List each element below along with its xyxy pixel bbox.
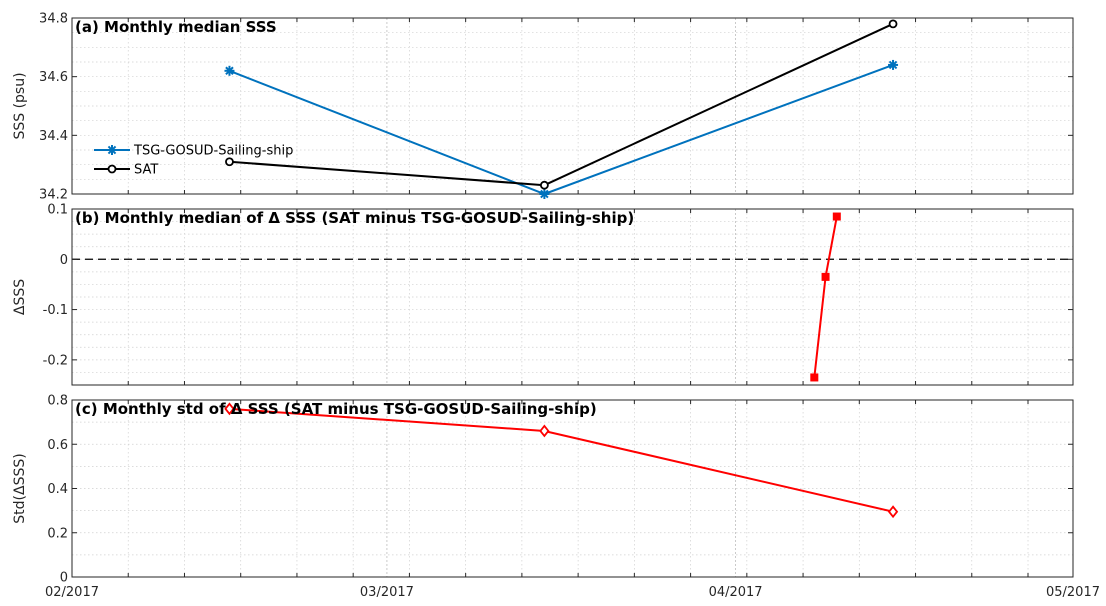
x-tick-label: 02/2017: [45, 585, 99, 600]
axes-frame: [71, 208, 1074, 386]
series-diff-c: [224, 402, 899, 519]
panel-a: 34.2 34.4 34.6 34.8 SSS (psu) (a) Monthly med…: [12, 12, 1074, 203]
y-tick-label: 0.2: [47, 526, 68, 541]
marker-stroke: [107, 145, 117, 155]
x-tick-label: 04/2017: [709, 585, 763, 600]
panel-title: (b) Monthly median of Δ SSS (SAT minus T…: [75, 209, 634, 227]
y-tick-label: 0.8: [47, 394, 68, 409]
data-point: [539, 189, 550, 199]
marker-stroke: [225, 66, 234, 76]
grid: [71, 400, 1074, 577]
data-point: [107, 145, 117, 155]
panel-title: (a) Monthly median SSS: [75, 18, 277, 36]
legend-label: SAT: [134, 163, 158, 178]
y-tick-label: 34.2: [39, 188, 68, 203]
y-tick-label: 34.6: [39, 70, 68, 85]
marker-stroke: [888, 60, 898, 70]
y-tick-label: 0.6: [47, 438, 68, 453]
series-sat: [225, 19, 898, 190]
series-tsg-gosud-sailing-ship: [224, 59, 899, 199]
data-point: [225, 157, 234, 167]
series-diff-b: [810, 212, 841, 382]
y-tick-label: -0.2: [43, 353, 68, 368]
y-tick-label: 0: [60, 253, 68, 268]
axes-frame: [71, 17, 1074, 195]
y-axis-label: SSS (psu): [12, 72, 28, 139]
data-point: [810, 373, 819, 382]
data-point: [224, 65, 235, 76]
data-point: [539, 424, 550, 438]
y-tick-label: 0.1: [47, 203, 68, 218]
panel-b: -0.2 -0.1 0 0.1 ΔSSS (b) Monthly median of Δ …: [12, 203, 1074, 386]
legend-label: TSG-GOSUD-Sailing-ship: [133, 144, 293, 159]
marker-stroke: [540, 189, 549, 199]
y-axis-label: ΔSSS: [12, 279, 28, 315]
y-axis-label: Std(ΔSSS): [12, 453, 28, 523]
grid: [71, 18, 1074, 194]
data-point: [832, 212, 841, 221]
data-point: [539, 180, 549, 190]
data-point: [887, 505, 899, 519]
x-tick-label: 05/2017: [1046, 585, 1100, 600]
y-tick-label: 34.4: [39, 129, 68, 144]
data-point: [107, 164, 117, 174]
data-point: [888, 59, 899, 70]
panel-c: 0 0.2 0.4 0.6 0.8 02/2017 03/2017 04/2017 05/201…: [12, 394, 1100, 601]
y-tick-label: 0.4: [47, 482, 68, 497]
y-tick-label: 0: [60, 571, 68, 586]
legend: TSG-GOSUD-Sailing-ship SAT: [94, 144, 293, 178]
panel-title: (c) Monthly std of Δ SSS (SAT minus TSG-…: [75, 400, 597, 418]
data-point: [821, 272, 830, 281]
y-tick-label: -0.1: [43, 303, 68, 318]
data-point: [224, 402, 235, 416]
y-tick-label: 34.8: [39, 12, 68, 27]
axes-frame: [71, 399, 1074, 578]
x-tick-label: 03/2017: [360, 585, 414, 600]
data-point: [888, 19, 898, 29]
